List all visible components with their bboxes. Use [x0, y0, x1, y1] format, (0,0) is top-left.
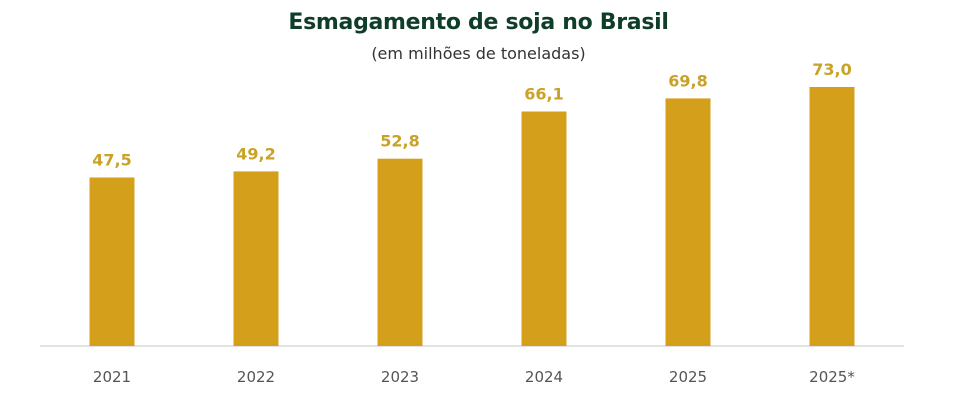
data-label-2025: 69,8 [668, 71, 707, 90]
data-label-2023: 52,8 [380, 132, 419, 151]
x-tick-label-2025*: 2025* [809, 368, 855, 386]
x-tick-label-2023: 2023 [381, 368, 419, 386]
data-label-2022: 49,2 [236, 144, 275, 163]
bar-2023 [377, 158, 423, 346]
x-tick-label-2025: 2025 [669, 368, 707, 386]
data-label-2024: 66,1 [524, 85, 563, 104]
bar-2025 [665, 98, 711, 347]
x-tick-label-2024: 2024 [525, 368, 563, 386]
x-tick-label-2022: 2022 [237, 368, 275, 386]
bar-2024 [521, 111, 567, 346]
data-label-2025*: 73,0 [812, 60, 851, 79]
bar-2021 [89, 177, 135, 346]
chart-title: Esmagamento de soja no Brasil [288, 10, 669, 35]
chart-subtitle: (em milhões de toneladas) [371, 44, 586, 63]
data-label-2021: 47,5 [92, 151, 131, 170]
bar-2025* [809, 87, 855, 346]
x-tick-label-2021: 2021 [93, 368, 131, 386]
bar-2022 [233, 171, 279, 346]
